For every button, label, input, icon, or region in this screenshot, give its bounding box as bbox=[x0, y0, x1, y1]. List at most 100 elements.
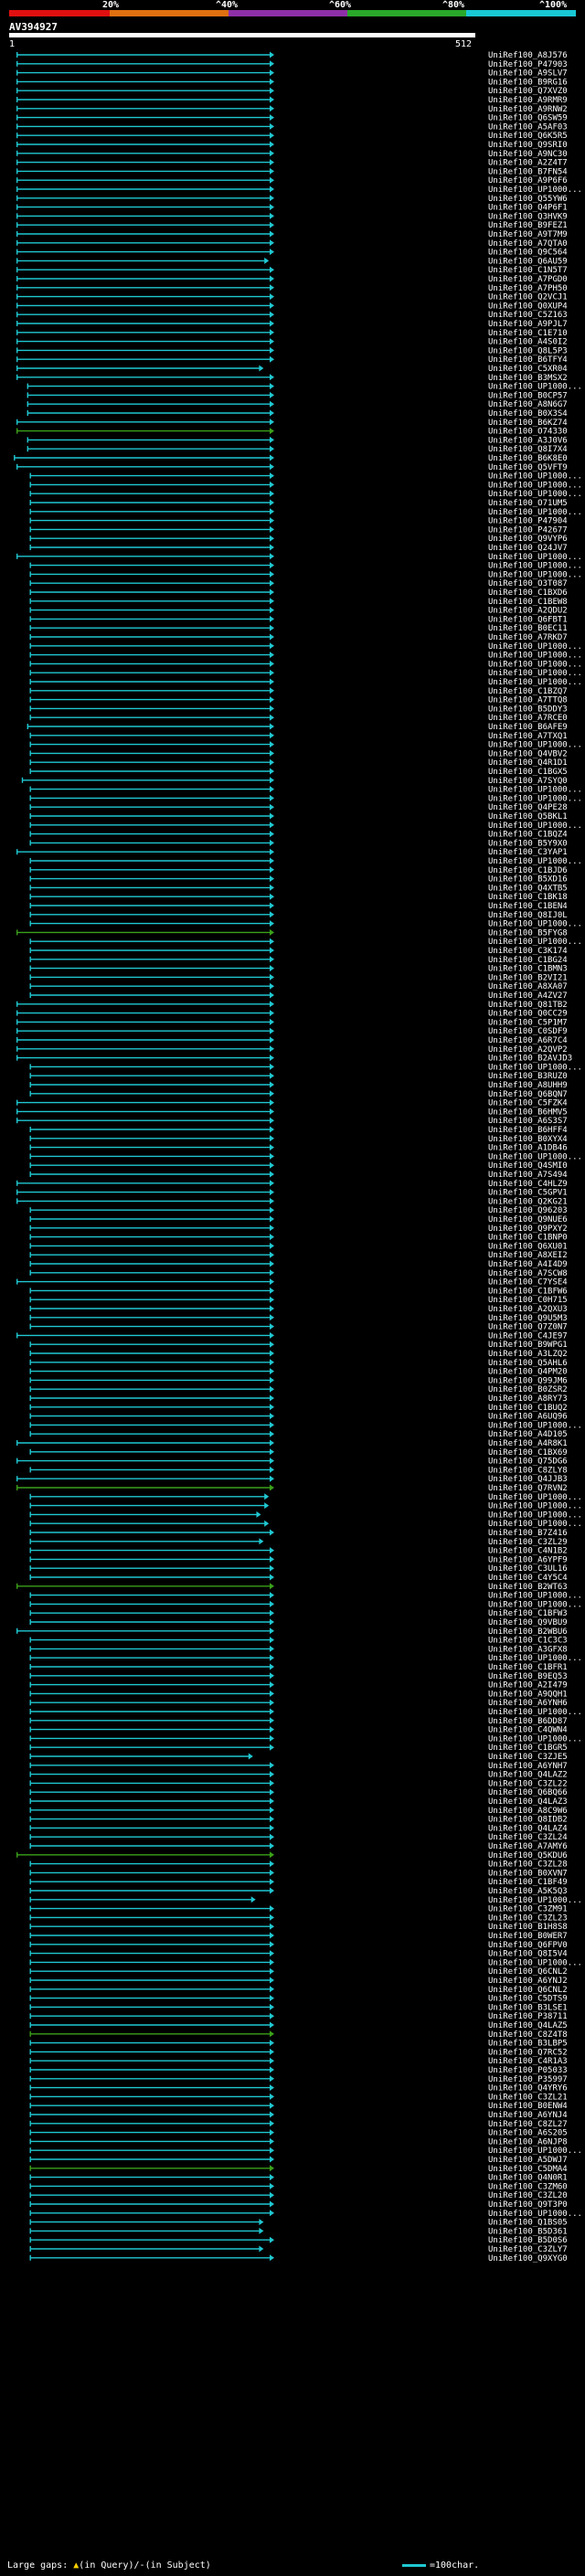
hit-row[interactable]: UniRef100_B0WER7 bbox=[29, 1932, 568, 1941]
hit-label[interactable]: UniRef100_Q4LAZ5 bbox=[488, 2021, 568, 2030]
hit-label[interactable]: UniRef100_C1BK18 bbox=[488, 893, 568, 902]
hit-label[interactable]: UniRef100_UP1000... bbox=[488, 822, 582, 831]
hit-label[interactable]: UniRef100_C1BFR1 bbox=[488, 1663, 568, 1672]
hit-label[interactable]: UniRef100_Q6FPV0 bbox=[488, 1941, 568, 1950]
hit-row[interactable]: UniRef100_C3ZL28 bbox=[29, 1860, 568, 1870]
hit-label[interactable]: UniRef100_UP1000... bbox=[488, 553, 582, 562]
hit-row[interactable]: UniRef100_A7TXQ1 bbox=[29, 732, 568, 741]
hit-row[interactable]: UniRef100_UP1000... bbox=[29, 508, 582, 517]
hit-label[interactable]: UniRef100_A6S205 bbox=[488, 2129, 568, 2138]
hit-row[interactable]: UniRef100_UP1000... bbox=[29, 1896, 582, 1905]
hit-row[interactable]: UniRef100_A6S205 bbox=[29, 2129, 568, 2138]
hit-label[interactable]: UniRef100_UP1000... bbox=[488, 186, 582, 195]
hit-label[interactable]: UniRef100_Q6BQN7 bbox=[488, 1090, 568, 1099]
hit-label[interactable]: UniRef100_A9PJL7 bbox=[488, 320, 568, 329]
hit-label[interactable]: UniRef100_Q81TB2 bbox=[488, 1001, 568, 1010]
hit-label[interactable]: UniRef100_Q5VFT9 bbox=[488, 463, 568, 472]
hit-label[interactable]: UniRef100_P42677 bbox=[488, 525, 568, 535]
hit-row[interactable]: UniRef100_C5Z163 bbox=[16, 311, 568, 320]
hit-label[interactable]: UniRef100_C0H715 bbox=[488, 1296, 568, 1305]
hit-label[interactable]: UniRef100_A6YNJ4 bbox=[488, 2111, 568, 2120]
hit-row[interactable]: UniRef100_A5K5Q3 bbox=[29, 1887, 568, 1896]
hit-label[interactable]: UniRef100_B5DDY3 bbox=[488, 705, 568, 714]
hit-row[interactable]: UniRef100_C4QWN4 bbox=[29, 1726, 568, 1735]
hit-label[interactable]: UniRef100_UP1000... bbox=[488, 1896, 582, 1905]
hit-label[interactable]: UniRef100_UP1000... bbox=[488, 562, 582, 571]
hit-row[interactable]: UniRef100_B5Y9X0 bbox=[29, 839, 568, 848]
hit-row[interactable]: UniRef100_Q7RVN2 bbox=[16, 1484, 568, 1493]
hit-label[interactable]: UniRef100_B5D0S6 bbox=[488, 2236, 568, 2245]
hit-label[interactable]: UniRef100_B3MSX2 bbox=[488, 374, 568, 383]
hit-row[interactable]: UniRef100_UP1000... bbox=[29, 741, 582, 750]
hit-label[interactable]: UniRef100_C1BZQ7 bbox=[488, 687, 568, 696]
hit-row[interactable]: UniRef100_B6TFY4 bbox=[16, 355, 568, 365]
hit-row[interactable]: UniRef100_B3LBP5 bbox=[29, 2040, 568, 2049]
hit-label[interactable]: UniRef100_P47904 bbox=[488, 517, 568, 526]
hit-row[interactable]: UniRef100_C1E710 bbox=[16, 329, 568, 338]
hit-label[interactable]: UniRef100_UP1000... bbox=[488, 508, 582, 517]
hit-row[interactable]: UniRef100_C3YAP1 bbox=[16, 848, 568, 857]
hit-label[interactable]: UniRef100_C4QWN4 bbox=[488, 1726, 568, 1735]
hit-row[interactable]: UniRef100_Q6CNL2 bbox=[29, 1986, 568, 1995]
hit-label[interactable]: UniRef100_Q4XTB5 bbox=[488, 884, 568, 893]
hit-row[interactable]: UniRef100_A2QVP2 bbox=[16, 1045, 568, 1055]
hit-label[interactable]: UniRef100_P35997 bbox=[488, 2075, 568, 2084]
hit-row[interactable]: UniRef100_C8ZL27 bbox=[29, 2120, 568, 2129]
hit-row[interactable]: UniRef100_Q5AHL6 bbox=[29, 1359, 568, 1368]
hit-row[interactable]: UniRef100_P47904 bbox=[29, 517, 568, 526]
hit-label[interactable]: UniRef100_Q5KDU6 bbox=[488, 1851, 568, 1860]
hit-label[interactable]: UniRef100_C1BNP0 bbox=[488, 1234, 568, 1243]
hit-label[interactable]: UniRef100_B3LSE1 bbox=[488, 2003, 568, 2012]
hit-row[interactable]: UniRef100_UP1000... bbox=[29, 1708, 582, 1717]
hit-label[interactable]: UniRef100_UP1000... bbox=[488, 481, 582, 490]
hit-row[interactable]: UniRef100_UP1000... bbox=[29, 1502, 582, 1511]
hit-row[interactable]: UniRef100_O71UM5 bbox=[29, 499, 568, 508]
hit-label[interactable]: UniRef100_C1BF49 bbox=[488, 1878, 568, 1887]
hit-row[interactable]: UniRef100_B5XD16 bbox=[29, 875, 568, 885]
hit-label[interactable]: UniRef100_Q2VCJ1 bbox=[488, 293, 568, 302]
hit-label[interactable]: UniRef100_Q96203 bbox=[488, 1206, 568, 1215]
hit-label[interactable]: UniRef100_C8ZLY8 bbox=[488, 1466, 568, 1475]
hit-label[interactable]: UniRef100_A7PH50 bbox=[488, 284, 568, 293]
hit-label[interactable]: UniRef100_Q5AHL6 bbox=[488, 1359, 568, 1368]
hit-row[interactable]: UniRef100_C3ZJE5 bbox=[29, 1753, 568, 1762]
hit-label[interactable]: UniRef100_Q4LAZ4 bbox=[488, 1824, 568, 1833]
hit-row[interactable]: UniRef100_Q81TB2 bbox=[16, 1001, 568, 1010]
hit-label[interactable]: UniRef100_Q4PE28 bbox=[488, 803, 568, 812]
hit-label[interactable]: UniRef100_A4D105 bbox=[488, 1430, 568, 1439]
hit-row[interactable]: UniRef100_C4Y5C4 bbox=[29, 1574, 568, 1583]
hit-label[interactable]: UniRef100_Q9VBU9 bbox=[488, 1618, 568, 1627]
hit-row[interactable]: UniRef100_Q6AU59 bbox=[16, 257, 568, 266]
hit-row[interactable]: UniRef100_Q9VBU9 bbox=[29, 1618, 568, 1627]
hit-label[interactable]: UniRef100_A2QVP2 bbox=[488, 1045, 568, 1055]
hit-row[interactable]: UniRef100_A7RKD7 bbox=[29, 633, 568, 642]
hit-label[interactable]: UniRef100_C5P1M7 bbox=[488, 1018, 568, 1027]
hit-label[interactable]: UniRef100_O74330 bbox=[488, 428, 568, 437]
hit-label[interactable]: UniRef100_Q9NUE6 bbox=[488, 1215, 568, 1224]
hit-row[interactable]: UniRef100_Q9T3P0 bbox=[29, 2200, 568, 2210]
hit-row[interactable]: UniRef100_A3LZQ2 bbox=[29, 1350, 568, 1359]
hit-label[interactable]: UniRef100_C3ZLY7 bbox=[488, 2245, 568, 2254]
hit-label[interactable]: UniRef100_A9SLV7 bbox=[488, 69, 568, 79]
hit-label[interactable]: UniRef100_B0XYX4 bbox=[488, 1135, 568, 1144]
hit-row[interactable]: UniRef100_Q55YW6 bbox=[16, 195, 568, 204]
hit-row[interactable]: UniRef100_Q5VFT9 bbox=[16, 463, 568, 472]
hit-row[interactable]: UniRef100_C3UL16 bbox=[29, 1564, 568, 1574]
hit-row[interactable]: UniRef100_Q4P6F1 bbox=[16, 204, 568, 213]
hit-row[interactable]: UniRef100_B9WPG1 bbox=[29, 1341, 568, 1350]
hit-label[interactable]: UniRef100_UP1000... bbox=[488, 1958, 582, 1967]
hit-label[interactable]: UniRef100_B5FYG8 bbox=[488, 928, 568, 938]
hit-row[interactable]: UniRef100_C1BFR1 bbox=[29, 1663, 568, 1672]
hit-row[interactable]: UniRef100_UP1000... bbox=[29, 678, 582, 687]
hit-label[interactable]: UniRef100_UP1000... bbox=[488, 920, 582, 929]
hit-label[interactable]: UniRef100_C1N5T7 bbox=[488, 266, 568, 275]
hit-row[interactable]: UniRef100_Q5KDU6 bbox=[16, 1851, 568, 1860]
hit-row[interactable]: UniRef100_A6NJP8 bbox=[29, 2137, 568, 2147]
hit-row[interactable]: UniRef100_A3GFX8 bbox=[29, 1645, 568, 1654]
hit-row[interactable]: UniRef100_B6HMV5 bbox=[16, 1108, 568, 1117]
hit-label[interactable]: UniRef100_A5AF03 bbox=[488, 122, 568, 132]
hit-row[interactable]: UniRef100_A7PGD0 bbox=[16, 275, 568, 284]
hit-label[interactable]: UniRef100_C1BFW6 bbox=[488, 1287, 568, 1296]
hit-row[interactable]: UniRef100_Q6CNL2 bbox=[29, 1967, 568, 1977]
hit-label[interactable]: UniRef100_UP1000... bbox=[488, 1600, 582, 1609]
